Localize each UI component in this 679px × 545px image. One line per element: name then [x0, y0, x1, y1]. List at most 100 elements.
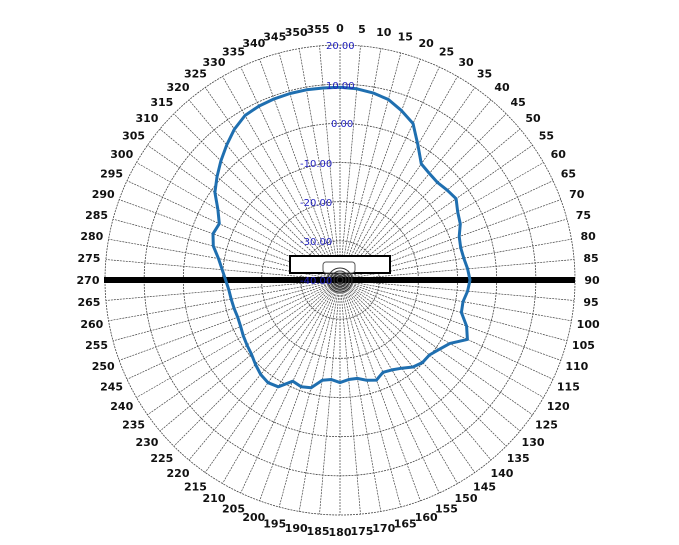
grid-spoke — [298, 279, 341, 512]
radial-label: 20.00 — [326, 41, 355, 52]
grid-spoke — [259, 59, 341, 281]
grid-spoke — [339, 76, 458, 281]
angle-label: 275 — [77, 252, 100, 265]
angle-label: 335 — [222, 46, 245, 59]
radial-label: -20.00 — [300, 198, 332, 209]
grid-spoke — [339, 279, 458, 484]
grid-spoke — [159, 279, 341, 432]
grid-spoke — [278, 279, 341, 508]
grid-spoke — [339, 128, 521, 281]
angle-label: 325 — [184, 68, 207, 81]
angle-label: 0 — [336, 22, 344, 35]
grid-spoke — [339, 87, 476, 281]
angle-label: 185 — [307, 525, 330, 538]
grid-spoke — [339, 66, 440, 281]
grid-spoke — [105, 279, 341, 301]
grid-spoke — [173, 113, 341, 281]
angle-label: 135 — [507, 452, 530, 465]
grid-spoke — [339, 279, 402, 508]
grid-spoke — [108, 279, 341, 322]
angle-label: 125 — [535, 419, 558, 432]
grid-spoke — [339, 279, 382, 512]
angle-label: 235 — [122, 419, 145, 432]
radial-label: 0.00 — [331, 119, 353, 130]
angle-label: 180 — [329, 526, 352, 539]
grid-spoke — [339, 45, 361, 281]
grid-spoke — [278, 52, 341, 281]
angle-label: 160 — [415, 511, 438, 524]
angle-label: 345 — [263, 31, 286, 44]
grid-spoke — [147, 279, 341, 416]
grid-spoke — [188, 279, 341, 461]
grid-spoke — [339, 279, 575, 301]
angle-label: 120 — [547, 400, 570, 413]
angle-label: 15 — [398, 31, 413, 44]
grid-spoke — [339, 279, 492, 461]
angle-label: 165 — [394, 517, 417, 530]
series-line — [211, 85, 472, 390]
angle-label: 315 — [150, 96, 173, 109]
angle-label: 265 — [77, 296, 100, 309]
angle-label: 65 — [561, 168, 576, 181]
angle-label: 215 — [184, 480, 207, 493]
radial-label: -10.00 — [300, 159, 332, 170]
angle-label: 350 — [285, 26, 308, 39]
angle-label: 295 — [100, 168, 123, 181]
center-ring — [336, 276, 344, 284]
grid-spoke — [339, 279, 440, 494]
horizontal-axis-bar — [104, 277, 575, 283]
angle-label: 285 — [85, 209, 108, 222]
angle-label: 195 — [263, 517, 286, 530]
angle-label: 330 — [203, 56, 226, 69]
angle-label: 170 — [372, 522, 395, 535]
angle-label: 230 — [135, 436, 158, 449]
grid-spoke — [339, 99, 492, 281]
angle-label: 45 — [511, 96, 526, 109]
center-ring — [330, 270, 350, 290]
angle-label: 255 — [85, 339, 108, 352]
angle-label: 100 — [577, 318, 600, 331]
angle-label: 60 — [551, 148, 567, 161]
angle-label: 70 — [569, 188, 585, 201]
angle-label: 225 — [150, 452, 173, 465]
angle-label: 140 — [490, 467, 513, 480]
angle-label: 150 — [455, 492, 478, 505]
angle-label: 340 — [242, 37, 265, 50]
grid-spoke — [339, 279, 361, 515]
center-rings — [327, 267, 353, 293]
angle-label: 210 — [203, 492, 226, 505]
center-ring — [327, 267, 353, 293]
angle-label: 300 — [110, 148, 133, 161]
grid-spoke — [339, 279, 544, 398]
grid-spoke — [112, 279, 341, 342]
angle-label: 55 — [539, 129, 554, 142]
angle-label: 80 — [581, 230, 597, 243]
grid-spoke — [339, 279, 572, 322]
angle-label: 250 — [92, 360, 115, 373]
radial-label: -40.00 — [300, 276, 332, 287]
angle-label: 240 — [110, 400, 133, 413]
angle-label: 280 — [80, 230, 103, 243]
radial-tick-labels: 20.00 10.00 0.00 -10.00 -20.00 -30.00 -4… — [300, 41, 355, 287]
angle-label: 115 — [557, 380, 580, 393]
angle-label: 40 — [494, 81, 510, 94]
grid-spoke — [339, 48, 382, 281]
grid-spoke — [136, 279, 341, 398]
grid-spoke — [259, 279, 341, 501]
grid-spoke — [126, 279, 341, 380]
grid-spoke — [240, 66, 341, 281]
angle-label: 110 — [565, 360, 588, 373]
grid-spoke — [339, 279, 421, 501]
grid-spoke — [119, 279, 341, 361]
angle-label: 205 — [222, 502, 245, 515]
radial-label: 10.00 — [326, 81, 355, 92]
angle-label: 85 — [583, 252, 598, 265]
angle-label: 25 — [439, 46, 454, 59]
angle-label: 175 — [350, 525, 373, 538]
angle-label: 220 — [167, 467, 190, 480]
grid-spoke — [298, 48, 341, 281]
angle-label: 320 — [167, 81, 190, 94]
grid-spoke — [339, 259, 575, 281]
